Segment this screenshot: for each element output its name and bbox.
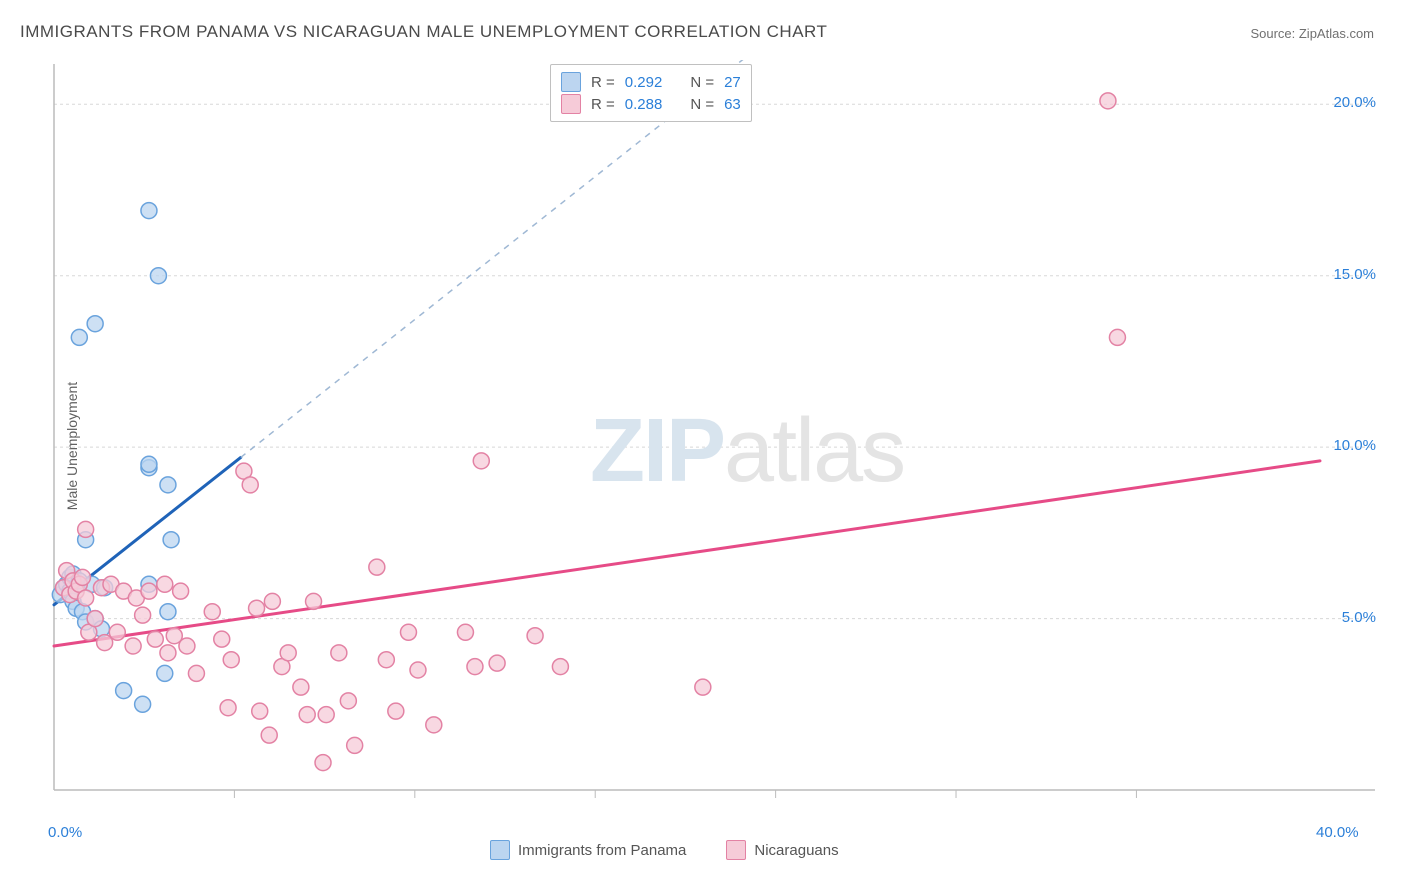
legend-item: Immigrants from Panama [490,840,686,860]
r-label: R = [591,96,615,113]
n-label: N = [690,96,714,113]
legend-swatch [490,840,510,860]
legend-item: Nicaraguans [726,840,838,860]
n-value: 63 [724,96,741,113]
y-tick-label: 20.0% [1333,94,1376,111]
legend-swatch [561,94,581,114]
n-value: 27 [724,74,741,91]
legend-label: Immigrants from Panama [518,842,686,859]
legend-stat-row: R = 0.292 N = 27 [561,71,741,93]
x-tick-label: 0.0% [48,824,82,841]
y-tick-label: 5.0% [1342,609,1376,626]
source-attribution: Source: ZipAtlas.com [1250,26,1374,41]
legend-stat-row: R = 0.288 N = 63 [561,93,741,115]
r-label: R = [591,74,615,91]
n-label: N = [690,74,714,91]
legend-swatch [726,840,746,860]
chart-canvas [50,60,1380,820]
r-value: 0.292 [625,74,663,91]
legend-swatch [561,72,581,92]
y-tick-label: 15.0% [1333,266,1376,283]
chart-title: IMMIGRANTS FROM PANAMA VS NICARAGUAN MAL… [20,22,827,42]
scatter-plot: ZIPatlas R =0.292N =27R =0.288N =63 Immi… [50,60,1380,820]
series-legend: Immigrants from Panama Nicaraguans [490,840,839,860]
x-tick-label: 40.0% [1316,824,1359,841]
y-tick-label: 10.0% [1333,437,1376,454]
r-value: 0.288 [625,96,663,113]
legend-label: Nicaraguans [754,842,838,859]
correlation-legend: R = 0.292 N = 27 R = 0.288 N = 63 [550,64,752,122]
